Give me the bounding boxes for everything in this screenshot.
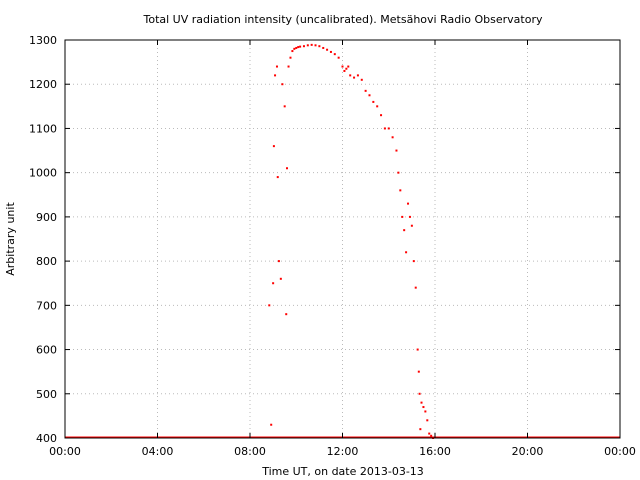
data-point <box>401 215 404 218</box>
data-point <box>329 50 332 53</box>
data-point <box>387 127 390 130</box>
data-point <box>426 419 429 422</box>
x-tick-label: 16:00 <box>419 445 451 458</box>
x-tick-label: 20:00 <box>512 445 544 458</box>
data-point <box>410 224 413 227</box>
data-point <box>293 47 296 50</box>
grid-layer <box>65 40 620 438</box>
data-point <box>417 370 420 373</box>
y-tick-label: 400 <box>36 432 57 445</box>
data-point <box>337 56 340 59</box>
data-point <box>322 46 325 49</box>
data-point <box>291 50 294 53</box>
data-point <box>341 65 344 68</box>
data-point <box>356 74 359 77</box>
data-point <box>420 401 423 404</box>
data-point <box>422 406 425 409</box>
x-tick-label: 00:00 <box>49 445 81 458</box>
data-point <box>345 67 348 70</box>
data-point <box>347 65 350 68</box>
data-point <box>416 348 419 351</box>
data-point <box>418 392 421 395</box>
data-point <box>424 410 427 413</box>
ticks-layer <box>64 39 621 439</box>
x-tick-label: 04:00 <box>142 445 174 458</box>
data-point <box>295 46 298 49</box>
data-point <box>353 76 356 79</box>
y-tick-label: 1300 <box>29 34 57 47</box>
data-point <box>297 46 300 49</box>
data-point <box>349 74 352 77</box>
data-point <box>302 45 305 48</box>
data-point <box>274 74 277 77</box>
plot-frame <box>64 39 621 439</box>
data-point <box>397 171 400 174</box>
data-point <box>287 65 290 68</box>
data-point <box>383 127 386 130</box>
data-point <box>270 423 273 426</box>
data-point <box>414 286 417 289</box>
y-tick-label: 500 <box>36 388 57 401</box>
data-point <box>276 176 279 179</box>
y-tick-label: 900 <box>36 211 57 224</box>
data-point <box>391 136 394 139</box>
data-point <box>277 260 280 263</box>
chart-title: Total UV radiation intensity (uncalibrat… <box>143 13 543 26</box>
data-point <box>272 282 275 285</box>
x-tick-labels: 00:00 04:00 08:00 12:00 16:00 20:00 00:00 <box>49 445 636 458</box>
data-point <box>419 428 422 431</box>
y-tick-labels: 400 500 600 700 800 900 1000 1100 1200 1300 <box>29 34 57 445</box>
data-point <box>399 189 402 192</box>
data-point <box>372 100 375 103</box>
y-tick-label: 600 <box>36 344 57 357</box>
data-point <box>407 202 410 205</box>
data-point <box>275 65 278 68</box>
data-point <box>285 313 288 316</box>
data-point <box>306 44 309 47</box>
data-point <box>368 94 371 97</box>
data-point <box>314 44 317 47</box>
data-point <box>380 114 383 117</box>
data-point <box>333 53 336 56</box>
data-point <box>428 432 431 435</box>
x-tick-label: 00:00 <box>604 445 636 458</box>
data-point <box>268 304 271 307</box>
data-point <box>408 215 411 218</box>
y-tick-label: 1000 <box>29 167 57 180</box>
data-point <box>343 69 346 72</box>
x-tick-label: 08:00 <box>234 445 266 458</box>
data-point <box>281 83 284 86</box>
data-point <box>283 105 286 108</box>
data-point <box>286 167 288 170</box>
y-tick-label: 700 <box>36 299 57 312</box>
data-point <box>279 277 282 280</box>
data-point <box>430 434 433 437</box>
data-point <box>360 78 363 81</box>
y-tick-label: 1200 <box>29 78 57 91</box>
data-point <box>395 149 398 152</box>
data-point <box>289 56 292 59</box>
data-point <box>412 260 415 263</box>
data-point <box>318 45 321 48</box>
x-tick-label: 12:00 <box>327 445 359 458</box>
y-axis-label: Arbitrary unit <box>4 202 17 276</box>
data-point <box>310 43 313 46</box>
y-tick-label: 1100 <box>29 122 57 135</box>
data-point <box>376 105 379 108</box>
data-point <box>403 229 406 232</box>
y-tick-label: 800 <box>36 255 57 268</box>
data-points <box>65 43 620 439</box>
data-point <box>364 89 367 92</box>
data-point <box>326 48 329 51</box>
data-point <box>405 251 408 254</box>
data-point <box>272 145 275 148</box>
data-point <box>299 45 302 48</box>
x-axis-label: Time UT, on date 2013-03-13 <box>261 465 424 478</box>
